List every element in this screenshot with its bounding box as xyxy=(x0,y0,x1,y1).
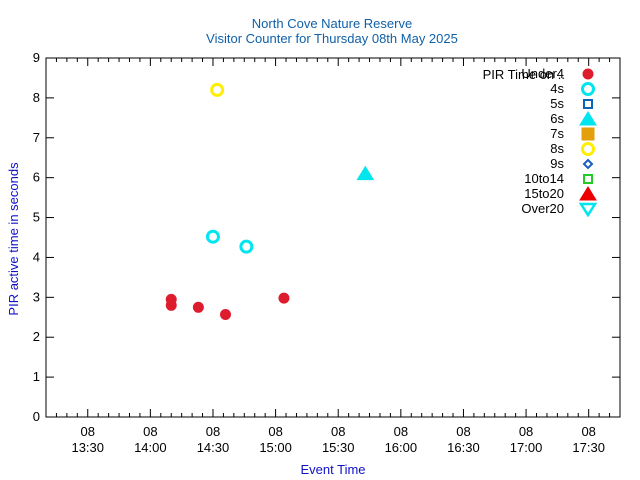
x-tick-label-time: 14:30 xyxy=(197,440,230,455)
y-tick-label: 3 xyxy=(33,289,40,304)
legend-label-over20: Over20 xyxy=(521,201,564,216)
x-tick-label-day: 08 xyxy=(268,424,282,439)
x-tick-label-time: 15:00 xyxy=(259,440,292,455)
legend-marker-4s xyxy=(581,82,595,96)
legend-label-6s: 6s xyxy=(550,111,564,126)
legend-marker-8s xyxy=(581,142,595,156)
point-under4 xyxy=(220,308,232,320)
y-tick-label: 0 xyxy=(33,409,40,424)
chart-subtitle: Visitor Counter for Thursday 08th May 20… xyxy=(206,31,458,46)
point-under4 xyxy=(192,301,204,313)
y-tick-label: 6 xyxy=(33,170,40,185)
point-6s xyxy=(356,165,375,181)
x-tick-label-time: 15:30 xyxy=(322,440,355,455)
legend-label-5s: 5s xyxy=(550,96,564,111)
x-tick-label-time: 17:30 xyxy=(572,440,605,455)
legend-label-15to20: 15to20 xyxy=(524,186,564,201)
x-tick-label-day: 08 xyxy=(206,424,220,439)
legend-label-under4: Under4 xyxy=(521,66,564,81)
y-tick-label: 1 xyxy=(33,369,40,384)
point-4s xyxy=(205,229,220,244)
legend-marker-over20 xyxy=(578,202,598,218)
chart-title: North Cove Nature Reserve xyxy=(252,16,412,31)
point-8s xyxy=(210,82,225,97)
point-under4 xyxy=(278,292,290,304)
legend-title: PIR Time on .. xyxy=(483,67,565,82)
legend-label-9s: 9s xyxy=(550,156,564,171)
x-tick-label-time: 16:30 xyxy=(447,440,480,455)
y-tick-label: 7 xyxy=(33,130,40,145)
x-tick-label-day: 08 xyxy=(581,424,595,439)
y-tick-label: 2 xyxy=(33,329,40,344)
plot-frame xyxy=(45,57,621,418)
plot-area: 01234567890813:300814:000814:300815:0008… xyxy=(33,50,621,455)
x-tick-label-time: 14:00 xyxy=(134,440,167,455)
point-under4 xyxy=(165,299,177,311)
legend-marker-10to14 xyxy=(583,174,593,184)
x-tick-label-day: 08 xyxy=(81,424,95,439)
x-tick-label-day: 08 xyxy=(331,424,345,439)
legend-marker-7s xyxy=(581,127,595,141)
legend-marker-6s xyxy=(579,111,597,126)
legend-marker-under4 xyxy=(582,68,594,80)
legend-label-8s: 8s xyxy=(550,141,564,156)
legend-marker-5s xyxy=(583,99,593,109)
x-tick-label-day: 08 xyxy=(519,424,533,439)
x-axis-label: Event Time xyxy=(300,462,365,477)
y-tick-label: 8 xyxy=(33,90,40,105)
x-tick-label-time: 16:00 xyxy=(385,440,418,455)
x-tick-label-day: 08 xyxy=(394,424,408,439)
legend-marker-15to20 xyxy=(579,186,597,201)
y-axis-label: PIR active time in seconds xyxy=(6,162,21,316)
x-tick-label-day: 08 xyxy=(143,424,157,439)
y-tick-label: 5 xyxy=(33,210,40,225)
legend-label-7s: 7s xyxy=(550,126,564,141)
x-tick-label-time: 13:30 xyxy=(71,440,104,455)
legend-label-4s: 4s xyxy=(550,81,564,96)
x-tick-label-time: 17:00 xyxy=(510,440,543,455)
y-tick-label: 9 xyxy=(33,50,40,65)
y-tick-label: 4 xyxy=(33,249,40,264)
legend-marker-9s xyxy=(582,158,594,170)
point-4s xyxy=(239,239,254,254)
legend-label-10to14: 10to14 xyxy=(524,171,564,186)
x-tick-label-day: 08 xyxy=(456,424,470,439)
